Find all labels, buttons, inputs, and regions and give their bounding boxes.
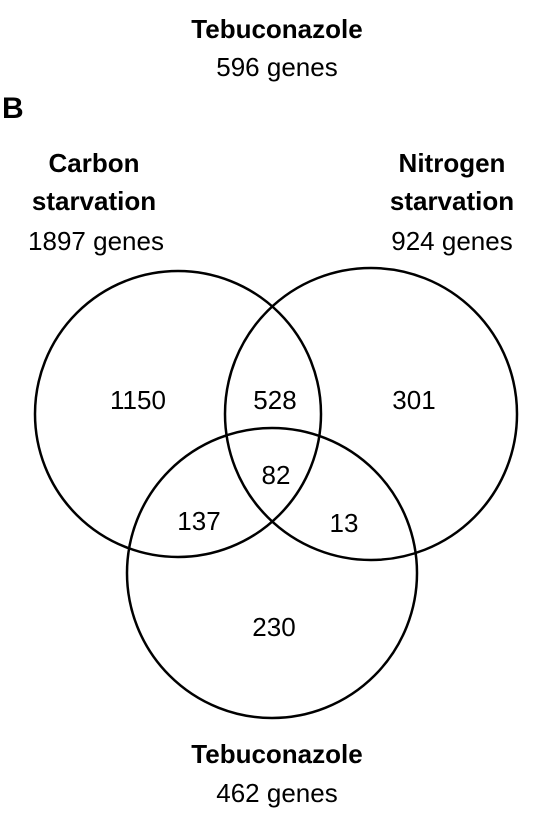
region-carbon-nitrogen: 528 [253,385,297,415]
tebuconazole-circle [125,426,419,720]
nitrogen-count: 924 genes [391,226,513,256]
region-nitrogen-tebuconazole: 13 [329,508,359,538]
tebuconazole-count: 462 genes [216,778,338,808]
region-all-three: 82 [261,460,291,490]
region-nitrogen-only: 301 [392,385,436,415]
top-set-title: Tebuconazole [191,14,363,44]
nitrogen-label-line2: starvation [389,186,515,216]
nitrogen-label-line1: Nitrogen [398,148,506,178]
panel-letter: B [2,92,24,125]
nitrogen-circle [223,266,519,562]
top-set-count: 596 genes [216,52,338,82]
carbon-label-line2: starvation [31,186,157,216]
carbon-circle [33,269,323,559]
region-tebuconazole-only: 230 [252,612,296,642]
tebuconazole-label: Tebuconazole [191,739,363,769]
region-carbon-tebuconazole: 137 [177,506,221,536]
region-carbon-only: 1150 [110,385,166,415]
carbon-count: 1897 genes [28,226,164,256]
carbon-label-line1: Carbon [48,148,140,178]
